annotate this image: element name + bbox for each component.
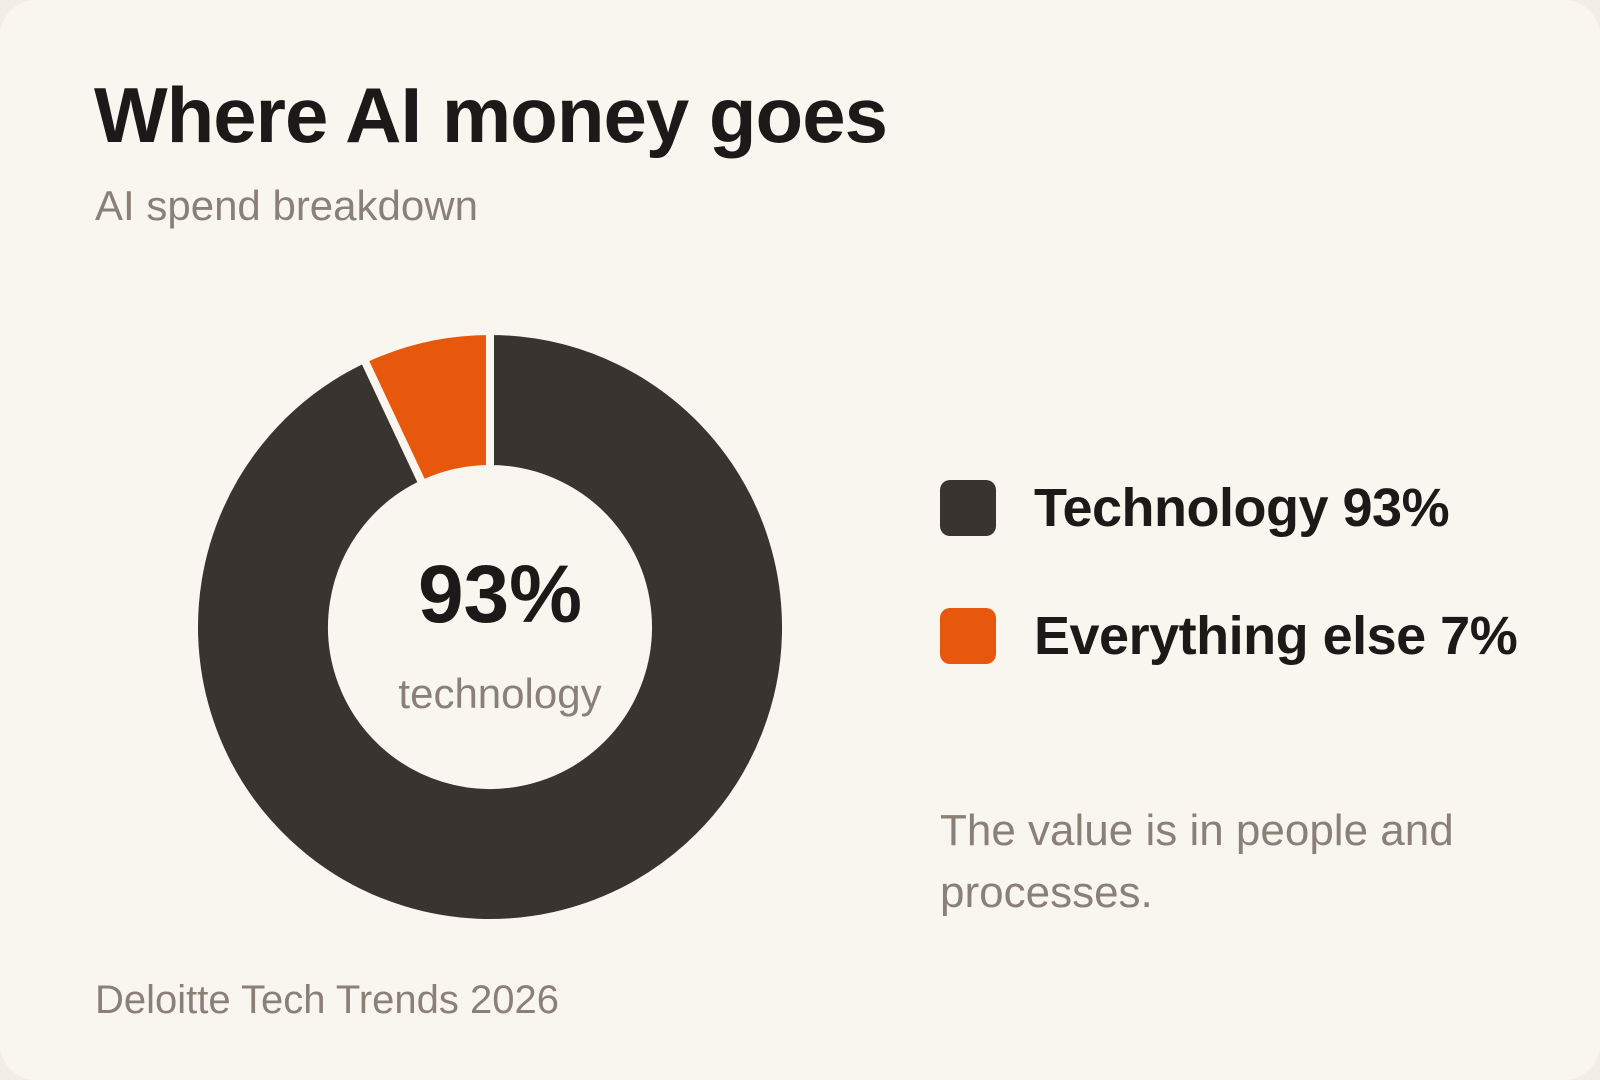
chart-annotation: The value is in people and processes. — [940, 806, 1454, 917]
legend: Technology 93% Everything else 7% — [940, 478, 1518, 734]
chart-title: Where AI money goes — [94, 71, 888, 159]
donut-slice-technology — [190, 330, 790, 927]
legend-swatch-technology — [940, 480, 996, 536]
donut-center-value: 93% — [417, 549, 583, 640]
legend-label-everything-else: Everything else 7% — [1034, 606, 1518, 666]
legend-swatch-everything-else — [940, 608, 996, 664]
chart-source: Deloitte Tech Trends 2026 — [95, 978, 560, 1022]
chart-subtitle: AI spend breakdown — [95, 182, 478, 229]
donut-slice-everything-else — [358, 330, 494, 490]
donut-center-label: technology — [398, 670, 602, 717]
legend-item-everything-else: Everything else 7% — [940, 606, 1518, 666]
legend-label-technology: Technology 93% — [1034, 478, 1450, 538]
legend-item-technology: Technology 93% — [940, 478, 1517, 538]
donut-chart — [190, 330, 790, 927]
